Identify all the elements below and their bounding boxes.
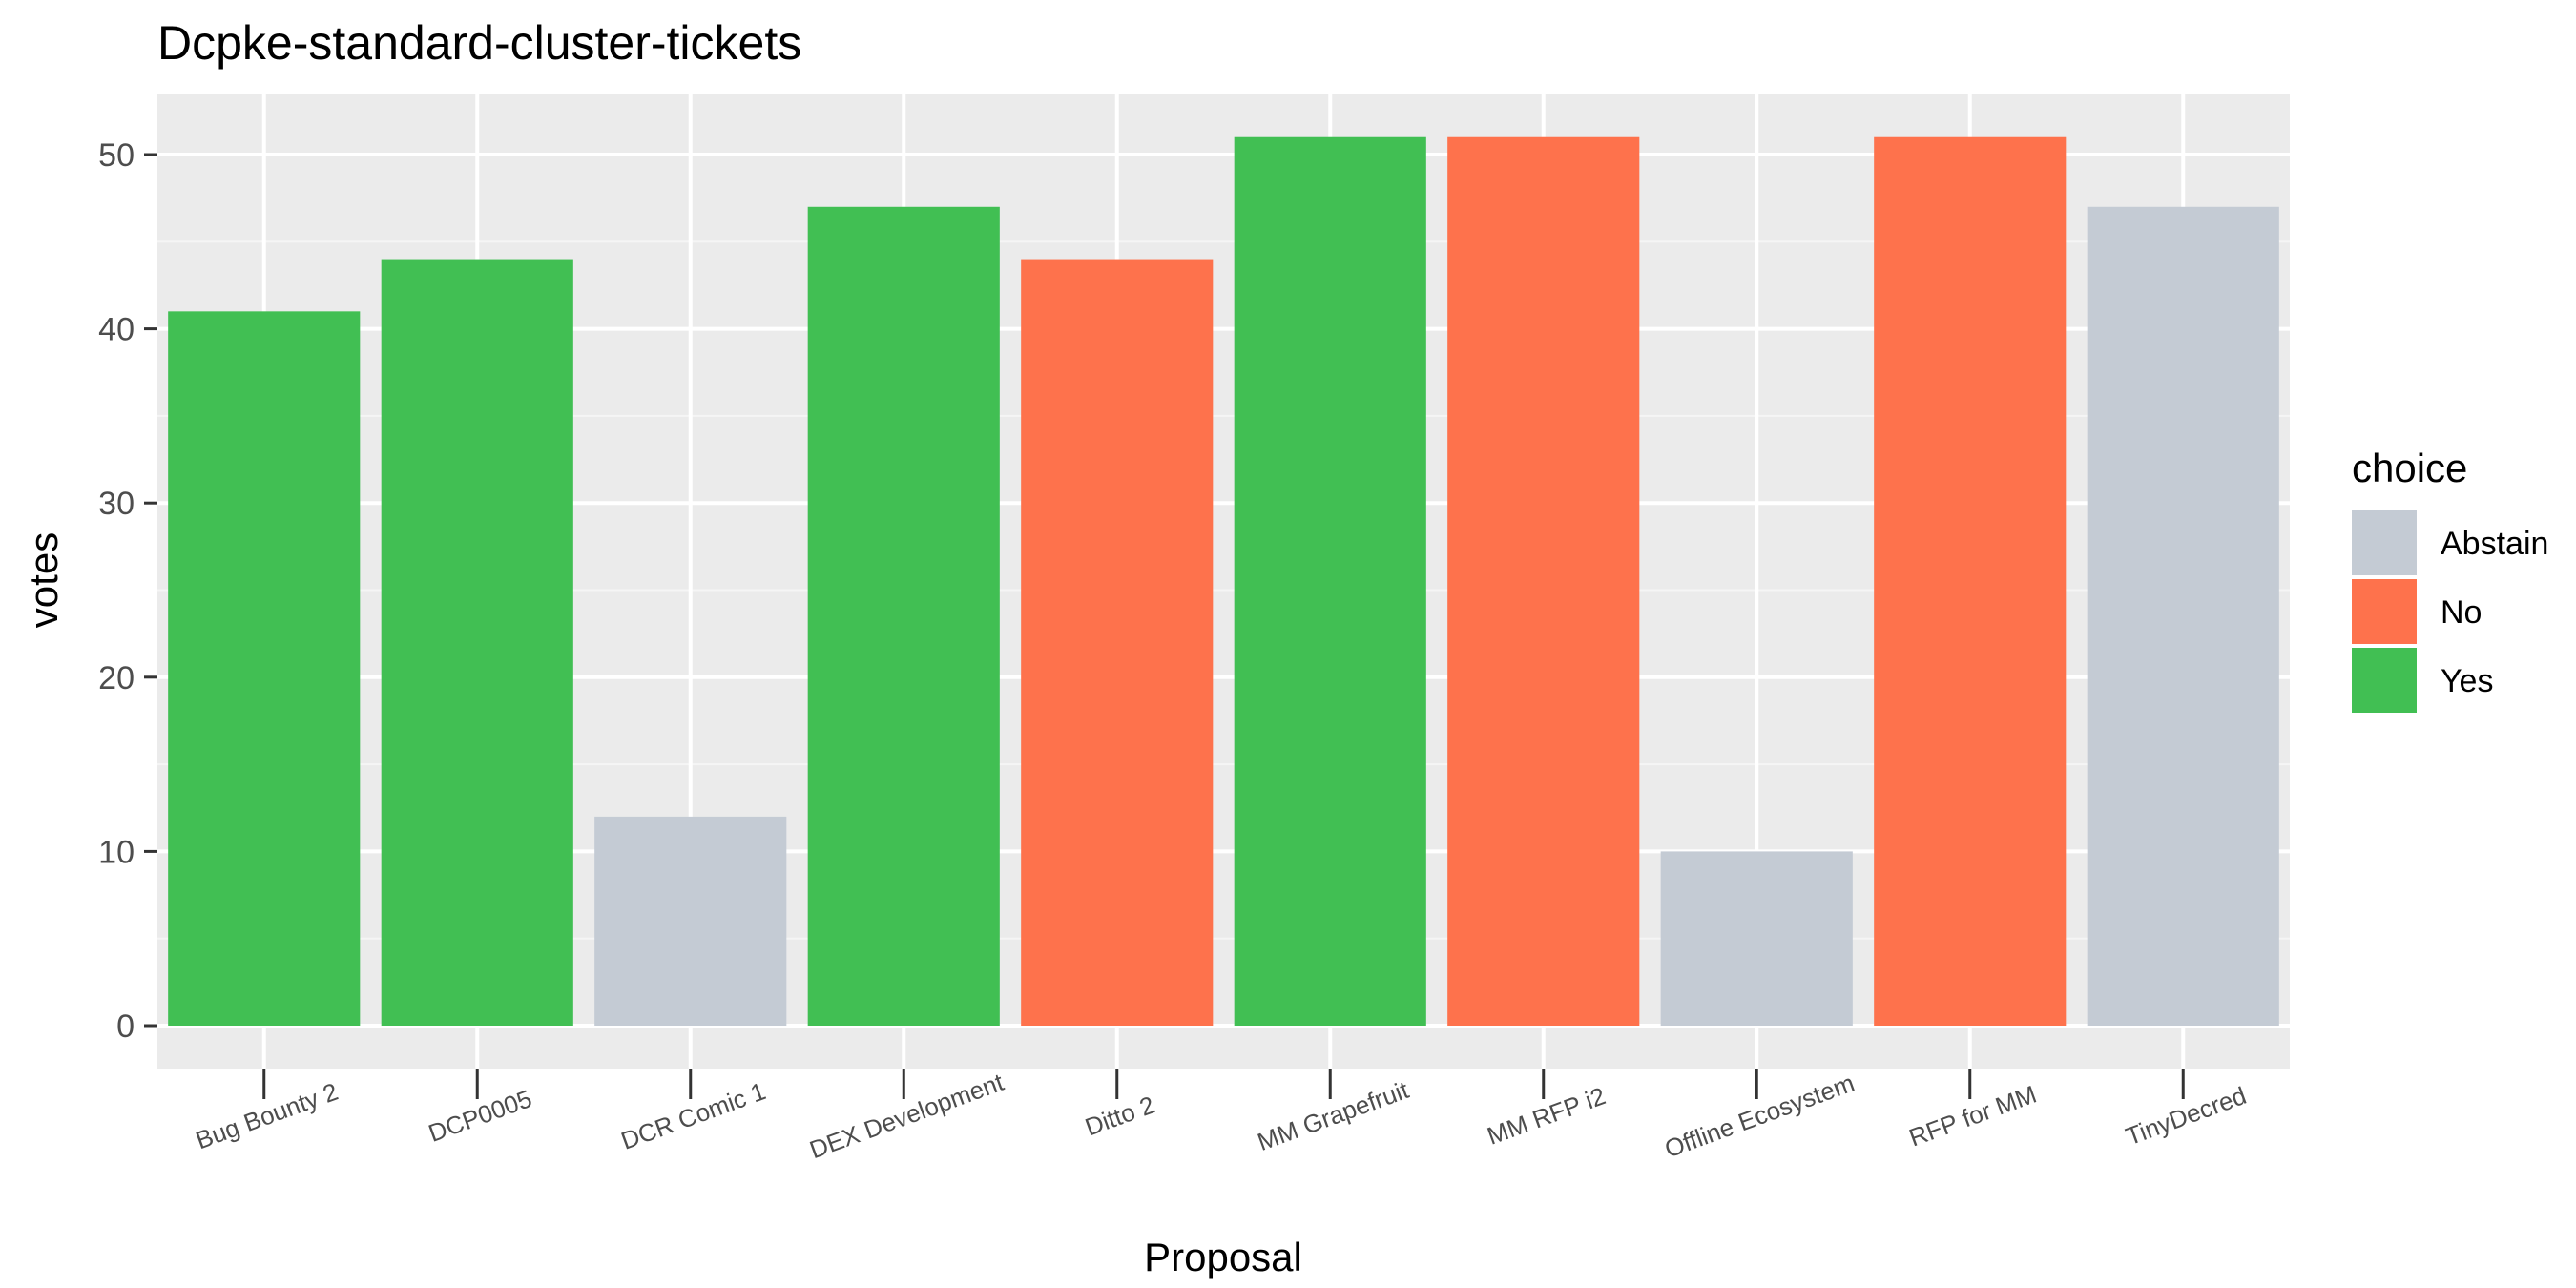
x-axis-title: Proposal — [1144, 1235, 1302, 1279]
y-tick-label: 0 — [116, 1008, 135, 1045]
bar — [2087, 206, 2279, 1026]
bar — [1660, 851, 1853, 1026]
legend: choice Abstain No Yes — [2348, 446, 2548, 717]
bar — [1234, 136, 1426, 1027]
legend-key — [2348, 507, 2420, 579]
bar — [1447, 136, 1640, 1027]
legend-title: choice — [2352, 446, 2467, 490]
bar — [594, 816, 787, 1026]
chart-title: Dcpke-standard-cluster-tickets — [157, 16, 801, 70]
y-tick-label: 40 — [98, 312, 135, 348]
legend-label: Abstain — [2441, 526, 2548, 562]
bar — [168, 311, 361, 1027]
legend-label: No — [2441, 594, 2482, 631]
bar — [807, 206, 1000, 1026]
y-tick-label: 30 — [98, 486, 135, 522]
y-tick-label: 10 — [98, 834, 135, 870]
y-tick-label: 20 — [98, 660, 135, 696]
bar — [1021, 259, 1214, 1026]
legend-key — [2348, 644, 2420, 717]
bars — [168, 136, 2279, 1027]
legend-key — [2348, 575, 2420, 648]
y-tick-label: 50 — [98, 137, 135, 174]
y-axis-title: votes — [21, 532, 66, 628]
bar — [381, 259, 573, 1026]
legend-label: Yes — [2441, 663, 2493, 699]
y-axis: 0 10 20 30 40 50 — [98, 137, 157, 1045]
bar — [1874, 136, 2067, 1027]
